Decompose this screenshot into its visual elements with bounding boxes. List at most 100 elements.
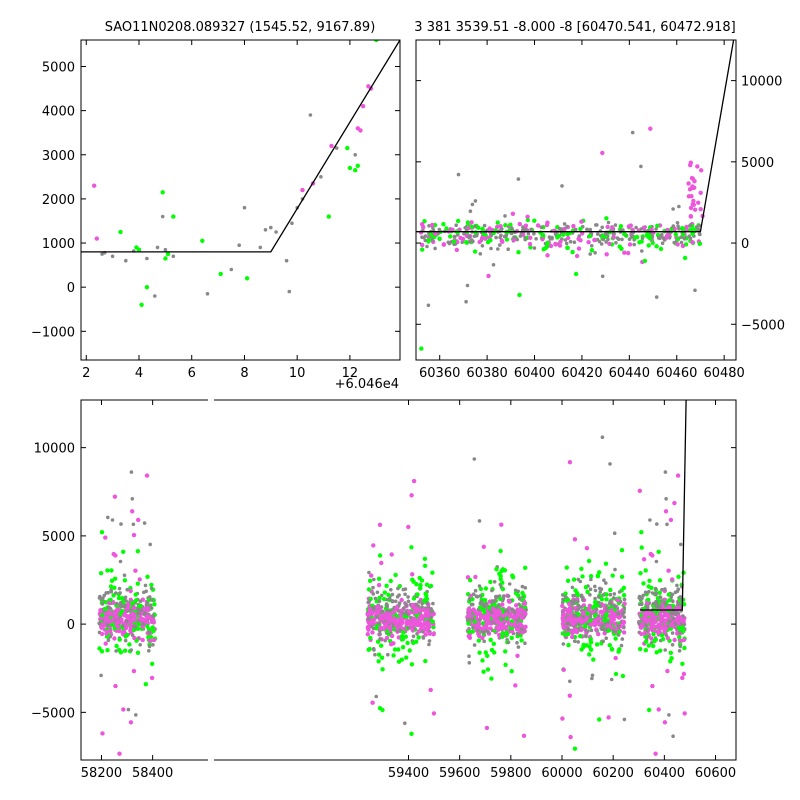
data-point-magenta <box>384 635 390 641</box>
data-point-green <box>420 247 425 252</box>
data-point-magenta <box>602 631 607 636</box>
data-point-magenta <box>561 624 566 630</box>
data-point-gray <box>588 227 592 232</box>
data-point-gray <box>353 153 358 157</box>
data-point-gray <box>465 283 470 288</box>
data-point-gray <box>126 707 131 712</box>
data-point-green <box>386 592 391 598</box>
data-point-green <box>379 655 385 660</box>
data-point-green <box>589 248 595 253</box>
data-point-gray <box>431 228 436 232</box>
panel-bottom: 58200 58400 59400 59600 59800 60000 60200 60400… <box>31 397 737 781</box>
data-point-magenta <box>425 608 431 613</box>
data-point-magenta <box>388 627 393 632</box>
data-point-magenta <box>681 637 687 643</box>
data-point-magenta <box>450 227 455 232</box>
data-point-magenta <box>375 610 381 616</box>
data-point-gray <box>600 623 604 628</box>
data-point-gray <box>679 235 683 239</box>
data-point-magenta <box>131 532 137 538</box>
data-point-magenta <box>121 707 126 712</box>
data-point-magenta <box>499 522 504 527</box>
data-point-magenta <box>484 625 489 630</box>
data-point-magenta <box>496 627 501 632</box>
data-point-magenta <box>610 226 615 231</box>
data-point-green <box>656 549 661 554</box>
data-point-magenta <box>431 632 436 637</box>
x-tick-label: 59400 <box>388 766 429 781</box>
data-point-green <box>638 646 643 652</box>
data-point-green <box>604 612 609 617</box>
data-point-green <box>374 624 379 629</box>
y-tick-label: 10000 <box>741 75 782 90</box>
data-point-gray <box>589 628 594 633</box>
data-point-gray <box>599 587 604 591</box>
data-point-gray <box>397 601 402 606</box>
data-point-gray <box>472 457 477 461</box>
data-point-green <box>604 592 609 597</box>
data-point-gray <box>122 573 127 577</box>
x-tick-label: 59800 <box>490 766 531 781</box>
data-point-magenta <box>668 517 674 523</box>
data-point-magenta <box>144 473 150 478</box>
data-point-gray <box>99 673 103 678</box>
data-point-magenta <box>518 612 524 618</box>
data-point-magenta <box>145 606 151 611</box>
data-point-gray <box>375 615 379 619</box>
data-point-magenta <box>329 143 334 149</box>
data-point-gray <box>404 603 409 608</box>
data-point-gray <box>473 199 478 203</box>
data-point-magenta <box>391 610 396 616</box>
data-point-green <box>594 642 600 647</box>
data-point-gray <box>596 595 601 599</box>
y-tick-label: −5000 <box>31 706 75 721</box>
data-point-gray <box>406 595 410 599</box>
data-point-green <box>633 235 638 240</box>
data-point-green <box>588 574 594 579</box>
data-point-gray <box>534 237 538 241</box>
data-point-magenta <box>140 637 145 643</box>
data-point-magenta <box>486 614 491 619</box>
data-point-gray <box>566 626 570 631</box>
data-point-green <box>136 247 142 252</box>
data-point-green <box>377 595 382 601</box>
data-point-green <box>108 584 114 589</box>
data-point-green <box>566 642 571 648</box>
data-point-green <box>498 576 503 582</box>
data-point-gray <box>123 638 128 643</box>
data-point-gray <box>290 221 294 225</box>
data-point-green <box>681 628 686 634</box>
data-point-magenta <box>525 214 530 219</box>
data-point-gray <box>588 615 593 619</box>
data-point-gray <box>654 227 658 231</box>
data-point-gray <box>639 602 644 606</box>
data-point-green <box>571 577 577 582</box>
data-point-magenta <box>113 683 118 689</box>
data-point-green <box>401 630 406 635</box>
data-point-magenta <box>568 608 573 613</box>
data-point-gray <box>237 243 241 247</box>
data-point-gray <box>664 633 669 638</box>
data-point-magenta <box>681 619 686 624</box>
data-point-green <box>491 641 496 646</box>
data-point-magenta <box>656 707 661 712</box>
data-point-gray <box>142 590 146 595</box>
model-line <box>640 400 687 611</box>
data-point-gray <box>523 237 527 242</box>
data-point-gray <box>661 236 666 240</box>
data-point-green <box>105 568 110 573</box>
data-point-green <box>424 596 430 601</box>
data-point-gray <box>480 244 485 248</box>
data-point-magenta <box>99 624 104 630</box>
data-point-gray <box>403 721 407 725</box>
data-point-magenta <box>106 600 112 606</box>
x-tick-label: 2 <box>82 366 90 381</box>
data-point-gray <box>397 593 401 597</box>
data-point-gray <box>512 610 517 614</box>
data-point-magenta <box>626 250 631 256</box>
data-point-green <box>399 637 405 642</box>
data-point-gray <box>561 642 566 646</box>
data-point-green <box>621 593 627 598</box>
data-point-magenta <box>122 630 127 635</box>
data-point-gray <box>334 146 339 150</box>
